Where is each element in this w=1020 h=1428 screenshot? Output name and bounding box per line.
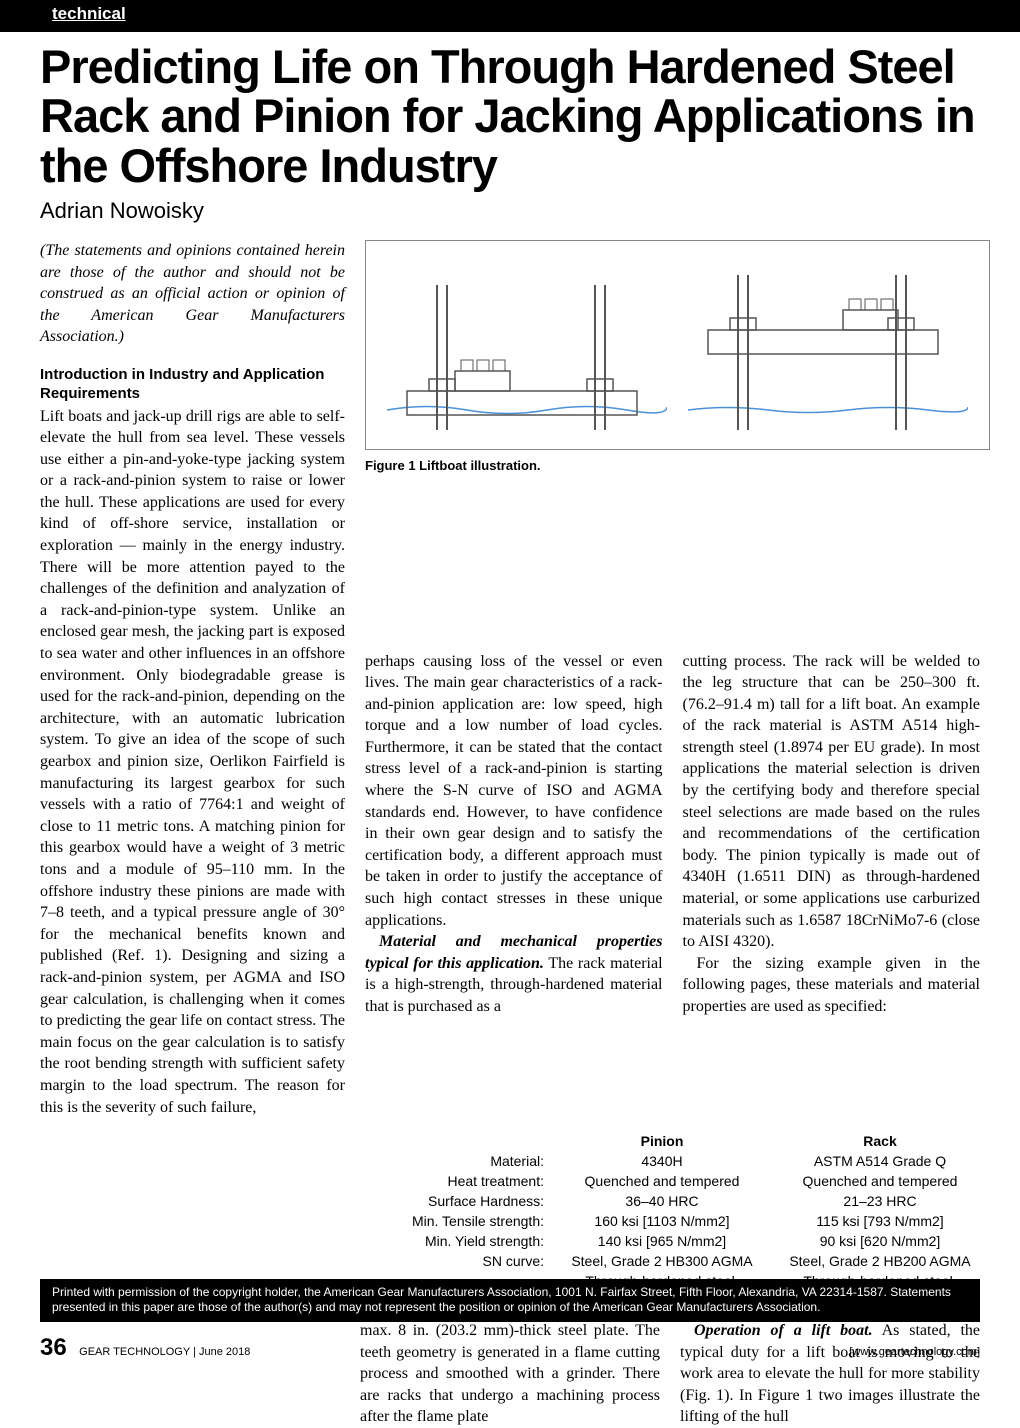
table-header-pinion: Pinion: [554, 1132, 770, 1150]
article-title: Predicting Life on Through Hardened Stee…: [40, 42, 980, 190]
col3-para2: For the sizing example given in the foll…: [683, 953, 981, 1018]
table-row: Material:4340HASTM A514 Grade Q: [362, 1152, 988, 1170]
table-header-row: Pinion Rack: [362, 1132, 988, 1150]
content-area: Figure 1 Liftboat illustration. (The sta…: [40, 240, 980, 1428]
table-cell: Steel, Grade 2 HB300 AGMA: [554, 1252, 770, 1270]
table-header-blank: [362, 1132, 552, 1150]
table-label: Min. Yield strength:: [362, 1232, 552, 1250]
table-label: SN curve:: [362, 1252, 552, 1270]
column-2: perhaps causing loss of the vessel or ev…: [365, 406, 663, 1119]
table-cell: 115 ksi [793 N/mm2]: [772, 1212, 988, 1230]
col3-wrapper: cutting process. The rack will be welded…: [683, 651, 981, 1018]
table-cell: Quenched and tempered: [554, 1172, 770, 1190]
table-cell: 160 ksi [1103 N/mm2]: [554, 1212, 770, 1230]
table-cell: Steel, Grade 2 HB200 AGMA: [772, 1252, 988, 1270]
col3-para1: cutting process. The rack will be welded…: [683, 651, 981, 953]
table-cell: 4340H: [554, 1152, 770, 1170]
author-name: Adrian Nowoisky: [40, 198, 980, 224]
table-row: SN curve:Steel, Grade 2 HB300 AGMASteel,…: [362, 1252, 988, 1270]
table-header-rack: Rack: [772, 1132, 988, 1150]
table-cell: 36–40 HRC: [554, 1192, 770, 1210]
figure-1-caption: Figure 1 Liftboat illustration.: [365, 458, 990, 473]
figure-1-image: [365, 240, 990, 450]
column-3: cutting process. The rack will be welded…: [683, 406, 981, 1119]
col1-paragraph: Lift boats and jack-up drill rigs are ab…: [40, 406, 345, 1119]
figure-1: Figure 1 Liftboat illustration.: [365, 240, 990, 473]
text-columns: Lift boats and jack-up drill rigs are ab…: [40, 406, 980, 1119]
permission-statement: Printed with permission of the copyright…: [40, 1279, 980, 1322]
table-label: Surface Hardness:: [362, 1192, 552, 1210]
table-label: Material:: [362, 1152, 552, 1170]
table-label: Min. Tensile strength:: [362, 1212, 552, 1230]
liftboat-left: [387, 255, 667, 435]
table-cell: ASTM A514 Grade Q: [772, 1152, 988, 1170]
table-row: Heat treatment:Quenched and temperedQuen…: [362, 1172, 988, 1190]
footer-publication: GEAR TECHNOLOGY | June 2018: [79, 1346, 250, 1358]
liftboat-right: [688, 255, 968, 435]
footer-left: 36 GEAR TECHNOLOGY | June 2018: [40, 1334, 250, 1362]
table-cell: 90 ksi [620 N/mm2]: [772, 1232, 988, 1250]
section-tag: technical: [40, 0, 138, 28]
footer-url: [www.geartechnology.com]: [849, 1346, 980, 1358]
table-cell: 140 ksi [965 N/mm2]: [554, 1232, 770, 1250]
table-row: Min. Yield strength:140 ksi [965 N/mm2]9…: [362, 1232, 988, 1250]
page-number: 36: [40, 1334, 67, 1361]
table-cell: Quenched and tempered: [772, 1172, 988, 1190]
top-bar: technical: [0, 0, 1020, 32]
page-footer: 36 GEAR TECHNOLOGY | June 2018 [www.gear…: [40, 1334, 980, 1362]
col2-para1: perhaps causing loss of the vessel or ev…: [365, 651, 663, 932]
table-label: Heat treatment:: [362, 1172, 552, 1190]
table-row: Min. Tensile strength:160 ksi [1103 N/mm…: [362, 1212, 988, 1230]
col2-wrapper: perhaps causing loss of the vessel or ev…: [365, 651, 663, 1018]
col2-para2: Material and mechanical properties typic…: [365, 931, 663, 1017]
disclaimer: (The statements and opinions contained h…: [40, 240, 345, 348]
main-content: Predicting Life on Through Hardened Stee…: [0, 32, 1020, 1428]
table-row: Surface Hardness:36–40 HRC21–23 HRC: [362, 1192, 988, 1210]
section-heading-intro: Introduction in Industry and Application…: [40, 366, 345, 404]
column-1: Lift boats and jack-up drill rigs are ab…: [40, 406, 345, 1119]
table-cell: 21–23 HRC: [772, 1192, 988, 1210]
